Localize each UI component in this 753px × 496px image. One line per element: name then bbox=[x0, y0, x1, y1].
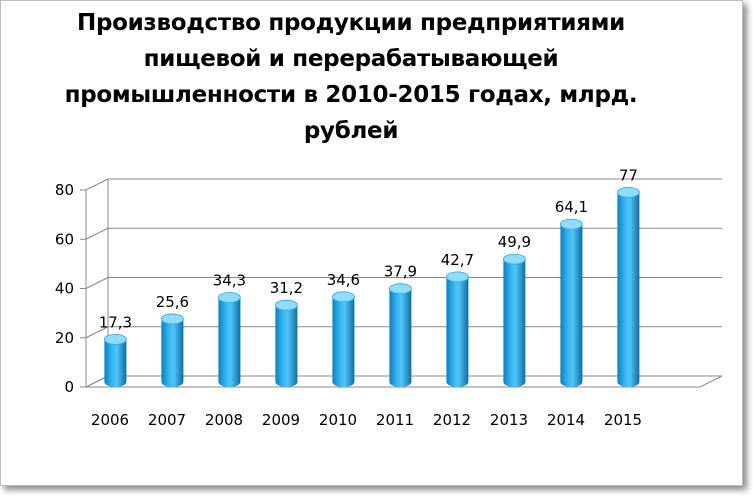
y-tick-label: 60 bbox=[55, 230, 74, 248]
bar-2012 bbox=[445, 271, 469, 387]
bar-top bbox=[560, 218, 583, 230]
bar-top bbox=[503, 253, 526, 265]
bar-top bbox=[160, 313, 184, 325]
bar-2010 bbox=[331, 291, 355, 387]
bar-body bbox=[161, 318, 184, 387]
x-tick-label: 2009 bbox=[262, 411, 300, 429]
bar-body bbox=[275, 305, 298, 387]
x-tick-label: 2006 bbox=[91, 411, 129, 429]
data-label: 17,3 bbox=[99, 313, 132, 331]
y-tick-label: 0 bbox=[64, 378, 74, 396]
y-tick-label: 80 bbox=[55, 181, 74, 199]
bar-top bbox=[331, 291, 355, 303]
x-tick-label: 2007 bbox=[148, 411, 186, 429]
bar-body bbox=[332, 296, 355, 387]
data-label: 25,6 bbox=[156, 293, 189, 311]
bar-body bbox=[218, 297, 241, 387]
x-tick-label: 2015 bbox=[604, 411, 642, 429]
data-label: 31,2 bbox=[270, 279, 303, 297]
gridline-side bbox=[85, 227, 109, 240]
bar-top bbox=[445, 271, 469, 283]
bar-2013 bbox=[503, 253, 526, 388]
bar-2011 bbox=[388, 283, 412, 387]
x-tick-label: 2014 bbox=[547, 411, 585, 429]
data-label: 34,6 bbox=[327, 271, 360, 289]
bar-top bbox=[388, 283, 412, 295]
bar-2006 bbox=[104, 333, 127, 387]
gridline-side bbox=[85, 178, 109, 191]
x-tick-label: 2008 bbox=[205, 411, 243, 429]
bar-top bbox=[617, 186, 640, 198]
x-tick-label: 2013 bbox=[490, 411, 528, 429]
data-label: 34,3 bbox=[213, 272, 246, 290]
bar-body bbox=[446, 276, 469, 387]
bar-top bbox=[274, 299, 298, 311]
data-label: 77 bbox=[619, 166, 638, 184]
x-tick-label: 2011 bbox=[376, 411, 414, 429]
bar-top bbox=[104, 333, 127, 345]
x-tick-label: 2012 bbox=[433, 411, 471, 429]
gridline-side bbox=[85, 326, 109, 339]
bar-2008 bbox=[217, 292, 241, 387]
data-label: 42,7 bbox=[441, 251, 474, 269]
bar-top bbox=[217, 292, 241, 303]
bar-body bbox=[389, 288, 412, 387]
bar-2014 bbox=[560, 218, 583, 387]
data-label: 49,9 bbox=[498, 233, 531, 251]
bar-body bbox=[617, 192, 640, 387]
bar-body bbox=[503, 259, 526, 388]
bar-body bbox=[560, 224, 583, 387]
data-label: 37,9 bbox=[384, 263, 417, 281]
bar-2015 bbox=[617, 186, 640, 387]
chart-title: Производство продукции предприятиями пищ… bbox=[64, 10, 638, 144]
y-tick-label: 40 bbox=[55, 280, 74, 298]
bar-2007 bbox=[160, 313, 184, 387]
bar-body bbox=[104, 339, 127, 387]
gridline-side bbox=[85, 277, 109, 289]
bar-2009 bbox=[274, 299, 298, 387]
floor bbox=[85, 375, 723, 388]
data-label: 64,1 bbox=[555, 198, 588, 216]
y-tick-label: 20 bbox=[55, 329, 74, 347]
x-tick-label: 2010 bbox=[319, 411, 357, 429]
